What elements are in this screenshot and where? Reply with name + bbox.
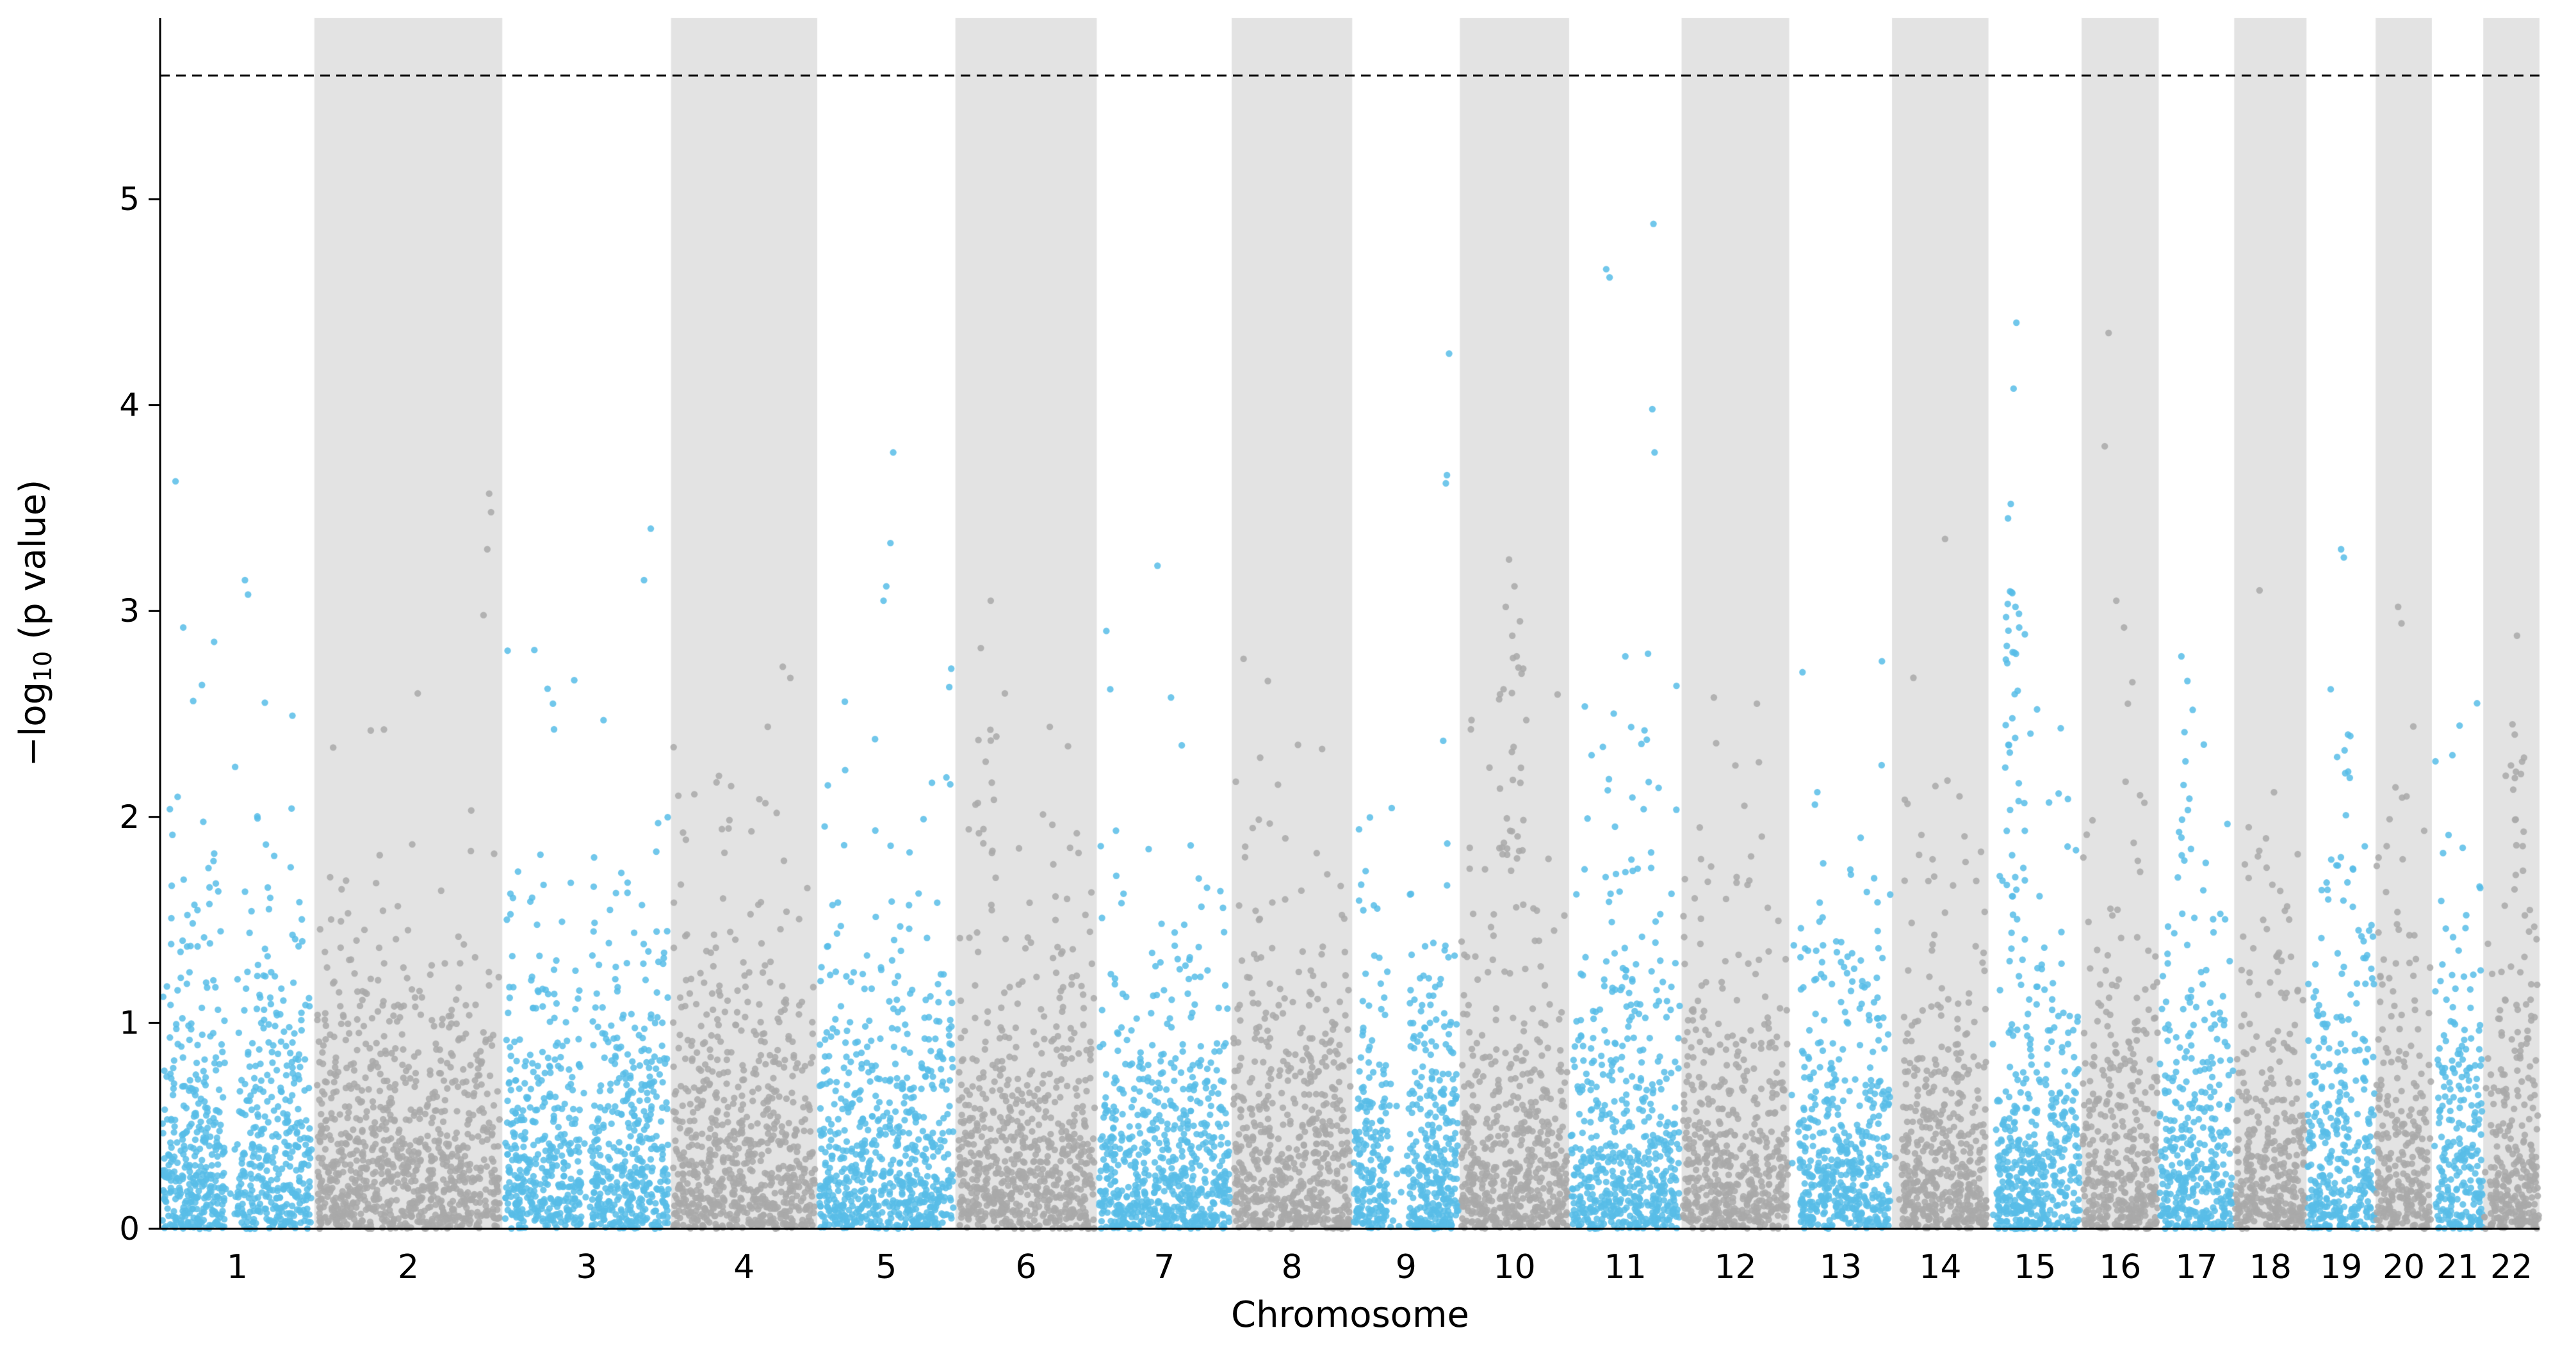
chromosome-label: 12 — [1714, 1248, 1756, 1286]
chromosome-label: 19 — [2320, 1248, 2362, 1286]
chromosome-label: 22 — [2490, 1248, 2532, 1286]
chromosome-label: 1 — [227, 1248, 248, 1286]
y-tick-label: 4 — [119, 387, 140, 424]
chromosome-label: 5 — [876, 1248, 897, 1286]
chromosome-label: 4 — [733, 1248, 754, 1286]
chromosome-label: 9 — [1396, 1248, 1417, 1286]
y-tick-label: 5 — [119, 181, 140, 218]
y-axis-title-subscript: 10 — [29, 651, 57, 682]
chromosome-label: 3 — [576, 1248, 597, 1286]
chromosome-label: 10 — [1494, 1248, 1536, 1286]
y-tick-label: 0 — [119, 1210, 140, 1247]
y-tick-label: 1 — [119, 1004, 140, 1041]
chromosome-label: 7 — [1153, 1248, 1175, 1286]
chromosome-label: 13 — [1820, 1248, 1862, 1286]
y-axis-title-prefix: −log — [12, 682, 54, 766]
chromosome-label: 11 — [1604, 1248, 1647, 1286]
chromosome-label: 16 — [2099, 1248, 2141, 1286]
x-axis-title: Chromosome — [1231, 1294, 1469, 1336]
y-axis-title-suffix: (p value) — [12, 480, 54, 651]
chromosome-label: 6 — [1016, 1248, 1037, 1286]
chromosome-label: 14 — [1919, 1248, 1961, 1286]
chromosome-label: 21 — [2436, 1248, 2479, 1286]
chromosome-label: 15 — [2014, 1248, 2056, 1286]
chromosome-label: 20 — [2383, 1248, 2425, 1286]
chromosome-label: 8 — [1282, 1248, 1303, 1286]
chromosome-labels: 1 2 3 4 5 6 7 8 9 10 11 12 13 14 15 16 17 18 19 20 21 22 — [227, 1248, 2532, 1286]
y-axis-title: −log10 (p value) — [12, 480, 57, 766]
y-tick-label: 2 — [119, 799, 140, 836]
chromosome-label: 18 — [2249, 1248, 2292, 1286]
y-tick-label: 3 — [119, 592, 140, 629]
chromosome-label: 17 — [2175, 1248, 2217, 1286]
y-axis-ticks: 0 1 2 3 4 5 — [119, 181, 160, 1247]
chromosome-label: 2 — [398, 1248, 419, 1286]
